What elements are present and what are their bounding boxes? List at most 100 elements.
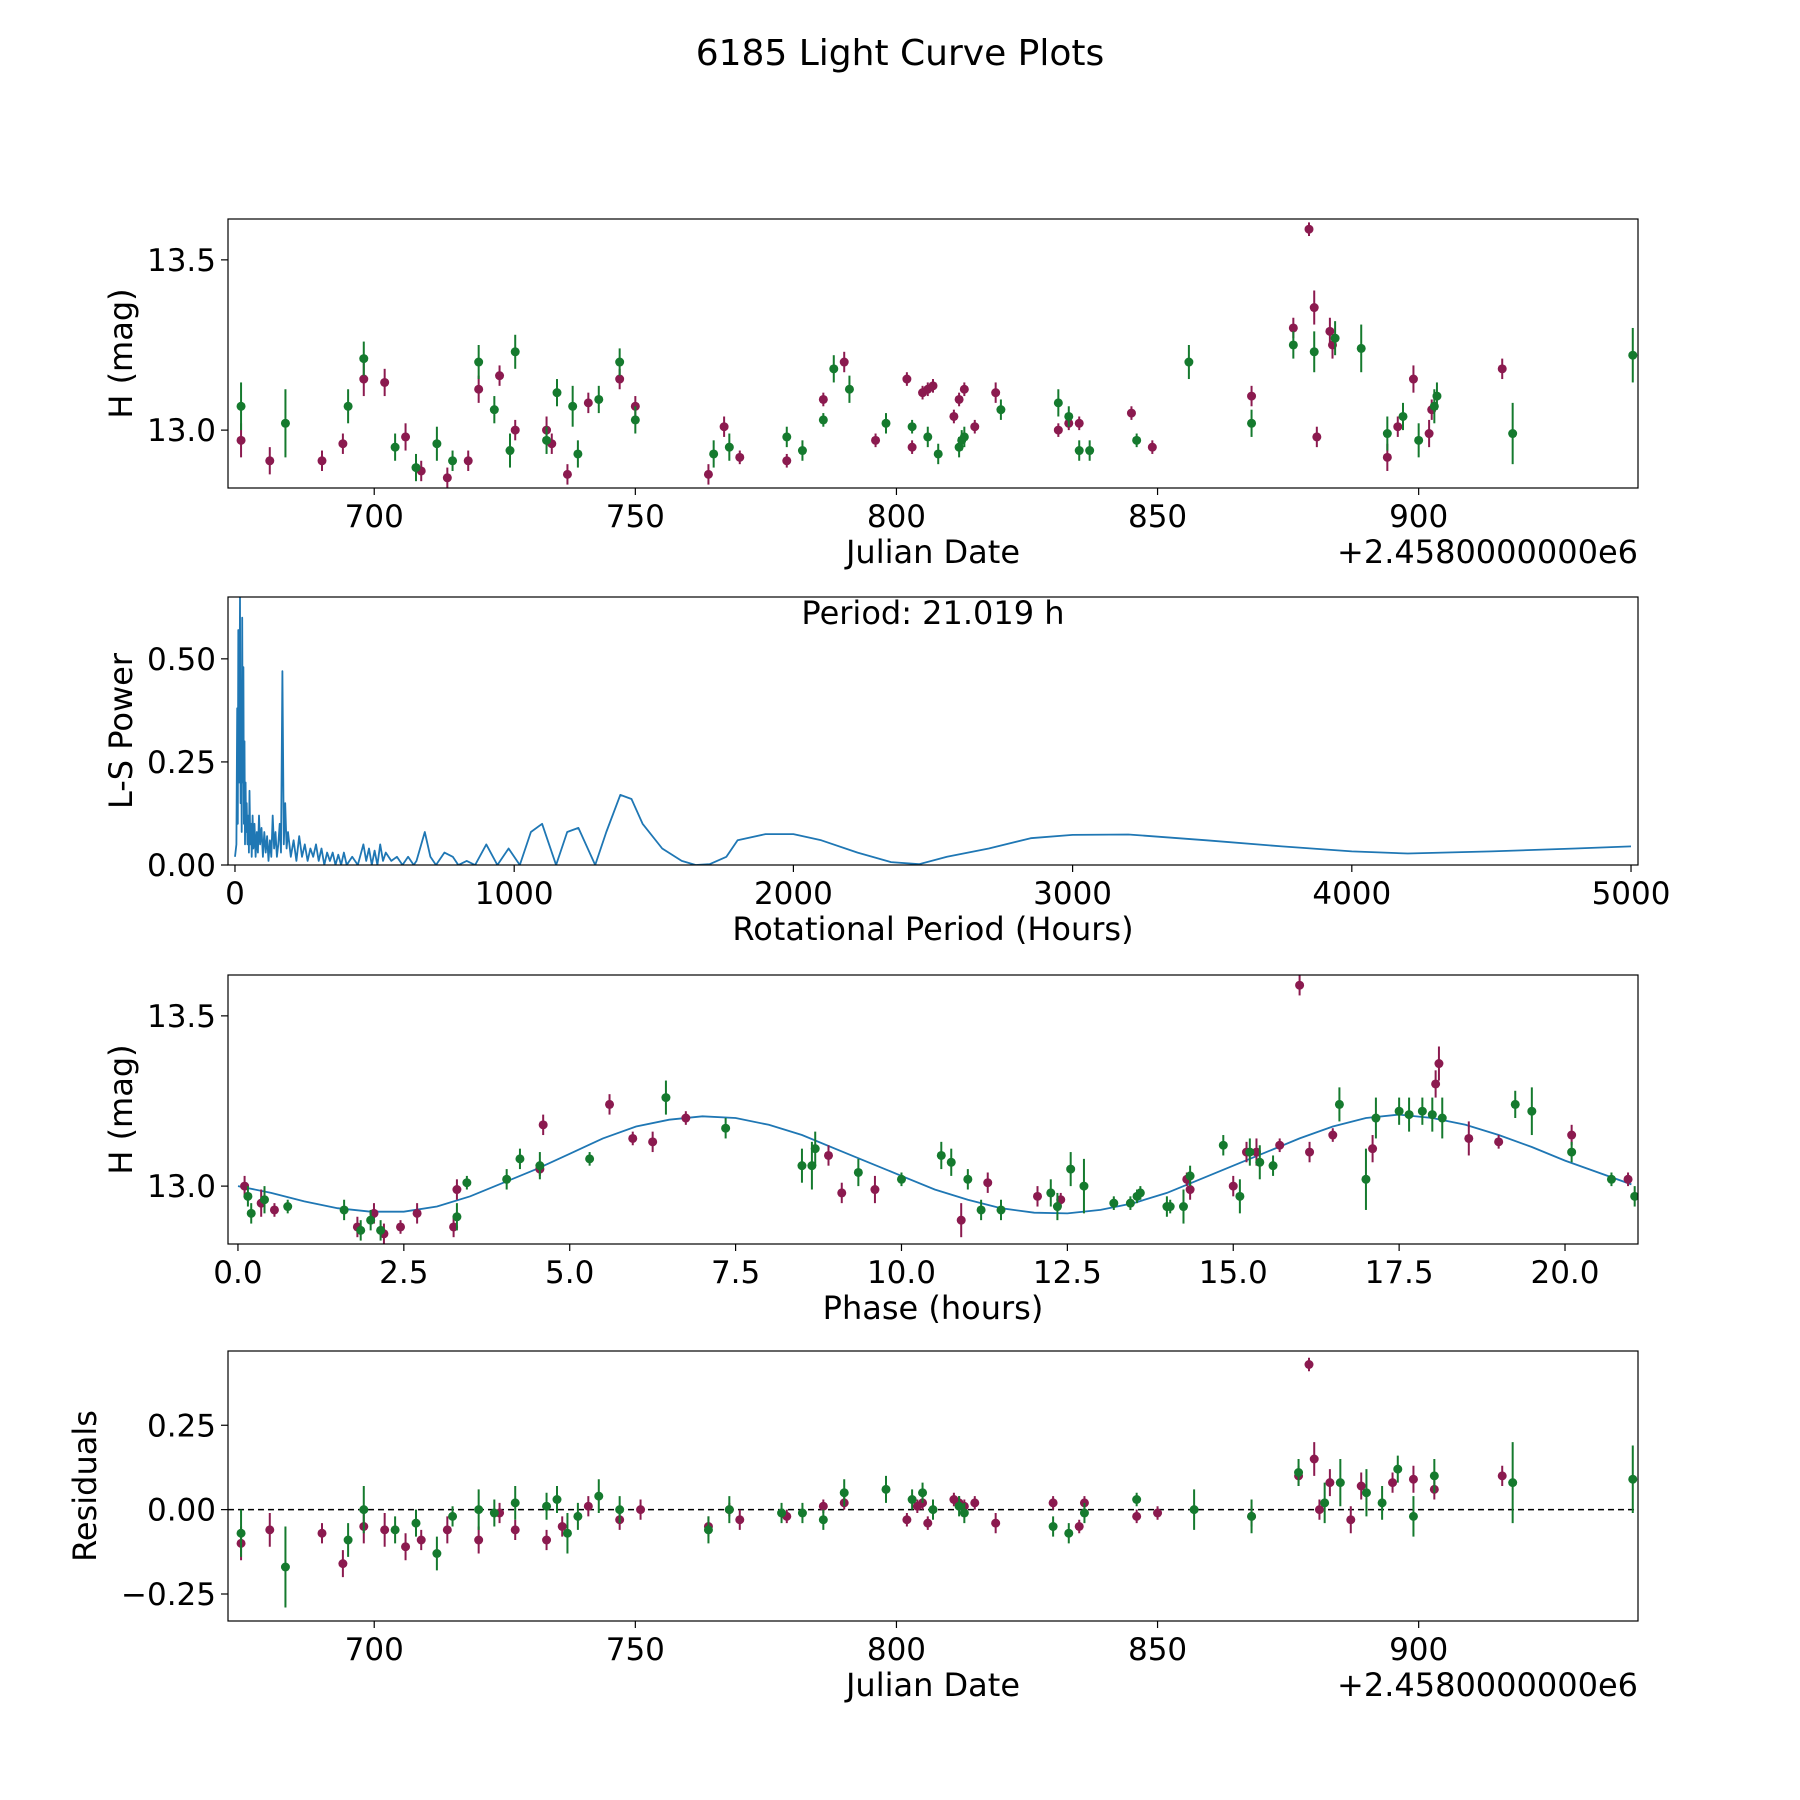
data-point-filter_b xyxy=(818,415,828,425)
data-point-filter_a xyxy=(703,469,713,479)
data-point-filter_b xyxy=(963,1174,973,1184)
data-point-filter_a xyxy=(1312,432,1322,442)
data-point-filter_a xyxy=(1388,1478,1398,1488)
data-point-filter_b xyxy=(1184,357,1194,367)
data-point-filter_b xyxy=(1334,1099,1344,1109)
data-point-filter_b xyxy=(1218,1140,1228,1150)
data-point-filter_a xyxy=(265,1525,275,1535)
data-point-filter_b xyxy=(1394,1106,1404,1116)
data-point-filter_b xyxy=(630,415,640,425)
data-point-filter_b xyxy=(502,1174,512,1184)
data-point-filter_b xyxy=(1606,1174,1616,1184)
data-point-filter_b xyxy=(283,1202,293,1212)
data-point-filter_a xyxy=(1314,1505,1324,1515)
x-offset-label: +2.4580000000e6 xyxy=(1337,1666,1638,1704)
data-point-filter_b xyxy=(1064,1528,1074,1538)
data-point-filter_a xyxy=(583,398,593,408)
data-point-filter_b xyxy=(573,1511,583,1521)
data-point-filter_b xyxy=(535,1161,545,1171)
data-point-filter_b xyxy=(1247,418,1257,428)
data-point-filter_b xyxy=(390,1525,400,1535)
data-point-filter_b xyxy=(959,1508,969,1518)
data-point-filter_b xyxy=(1066,1164,1076,1174)
data-point-filter_b xyxy=(818,1515,828,1525)
data-point-filter_b xyxy=(1085,446,1095,456)
data-point-filter_a xyxy=(269,1205,279,1215)
plot-area xyxy=(236,222,1638,488)
x-tick-label: 750 xyxy=(606,499,665,535)
data-point-filter_b xyxy=(709,449,719,459)
data-point-filter_a xyxy=(1132,1511,1142,1521)
data-point-filter_a xyxy=(959,384,969,394)
data-point-filter_b xyxy=(936,1150,946,1160)
data-point-filter_b xyxy=(1245,1147,1255,1157)
data-point-filter_b xyxy=(489,405,499,415)
data-point-filter_b xyxy=(339,1205,349,1215)
x-tick-label: 4000 xyxy=(1312,876,1391,912)
data-point-filter_b xyxy=(1371,1113,1381,1123)
data-point-filter_a xyxy=(628,1133,638,1143)
data-point-filter_a xyxy=(1325,1478,1335,1488)
data-point-filter_a xyxy=(1309,303,1319,313)
data-point-filter_a xyxy=(923,1518,933,1528)
data-point-filter_a xyxy=(1048,1498,1058,1508)
data-point-filter_a xyxy=(449,1222,459,1232)
x-tick-label: 10.0 xyxy=(867,1255,936,1291)
data-point-filter_a xyxy=(369,1208,379,1218)
data-point-filter_b xyxy=(1414,435,1424,445)
data-point-filter_b xyxy=(1361,1488,1371,1498)
x-tick-label: 1000 xyxy=(475,876,554,912)
data-point-filter_b xyxy=(236,1528,246,1538)
data-point-filter_a xyxy=(562,469,572,479)
data-point-filter_b xyxy=(777,1508,787,1518)
data-point-filter_a xyxy=(1304,1360,1314,1369)
data-point-filter_b xyxy=(1427,1110,1437,1120)
data-point-filter_a xyxy=(1497,364,1507,374)
x-tick-label: 5.0 xyxy=(545,1255,594,1291)
data-point-filter_a xyxy=(1053,425,1063,435)
data-point-filter_b xyxy=(1074,446,1084,456)
data-point-filter_a xyxy=(452,1185,462,1195)
data-point-filter_b xyxy=(1052,1202,1062,1212)
x-tick-label: 800 xyxy=(867,499,926,535)
x-tick-label: 850 xyxy=(1128,1632,1187,1668)
y-tick-label: 0.00 xyxy=(147,848,216,884)
data-point-filter_b xyxy=(356,1225,366,1235)
data-point-filter_a xyxy=(970,1498,980,1508)
data-point-filter_b xyxy=(448,1511,458,1521)
data-point-filter_a xyxy=(782,456,792,466)
data-point-filter_a xyxy=(338,439,348,449)
data-point-filter_b xyxy=(552,388,562,398)
data-point-filter_b xyxy=(448,456,458,466)
data-point-filter_b xyxy=(243,1191,253,1201)
data-point-filter_a xyxy=(1497,1471,1507,1481)
data-point-filter_a xyxy=(1033,1191,1043,1201)
data-point-filter_b xyxy=(1628,1474,1638,1484)
data-point-filter_a xyxy=(818,394,828,404)
data-point-filter_a xyxy=(818,1501,828,1511)
y-tick-label: 0.50 xyxy=(147,642,216,678)
data-point-filter_b xyxy=(1046,1188,1056,1198)
data-point-filter_b xyxy=(946,1157,956,1167)
data-point-filter_b xyxy=(1432,391,1442,401)
data-point-filter_a xyxy=(956,1215,966,1225)
data-point-filter_b xyxy=(343,401,353,411)
data-point-filter_a xyxy=(380,1525,390,1535)
data-point-filter_a xyxy=(735,452,745,462)
panel-residuals: 700 750 800 850 900 −0.25 0.00 0.25 Julian Date R… xyxy=(66,1350,1639,1704)
data-point-filter_b xyxy=(552,1495,562,1504)
data-point-filter_b xyxy=(661,1093,671,1103)
data-point-filter_b xyxy=(1132,435,1142,445)
x-axis-label: Rotational Period (Hours) xyxy=(732,910,1133,948)
data-point-filter_b xyxy=(1048,1522,1058,1531)
data-point-filter_a xyxy=(991,1518,1001,1528)
data-point-filter_b xyxy=(1189,1505,1199,1515)
data-point-filter_b xyxy=(810,1144,820,1154)
data-point-filter_a xyxy=(1368,1144,1378,1154)
data-point-filter_a xyxy=(837,1188,847,1198)
data-point-filter_b xyxy=(1109,1198,1119,1208)
data-point-filter_a xyxy=(1623,1174,1633,1184)
data-point-filter_a xyxy=(463,456,473,466)
data-point-filter_b xyxy=(1393,1464,1403,1474)
